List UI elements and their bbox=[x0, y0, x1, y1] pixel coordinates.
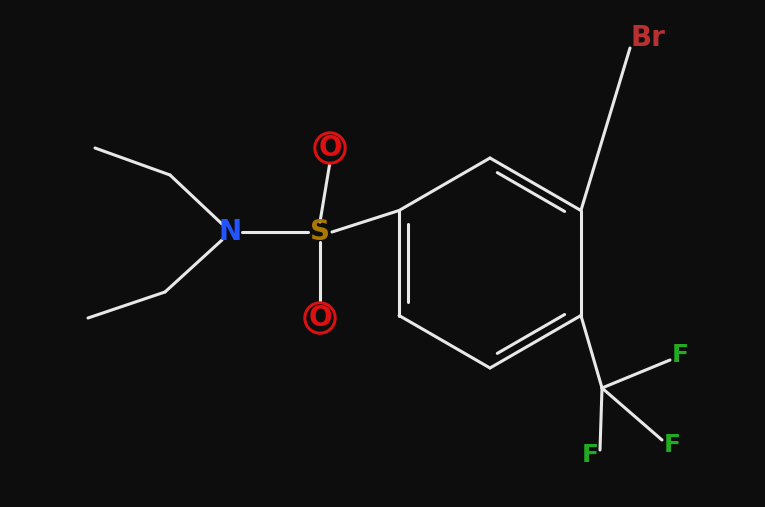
Text: F: F bbox=[672, 343, 688, 367]
Text: S: S bbox=[310, 218, 330, 246]
Text: F: F bbox=[663, 433, 681, 457]
Text: F: F bbox=[581, 443, 598, 467]
Circle shape bbox=[317, 135, 343, 161]
Text: O: O bbox=[318, 134, 342, 162]
Text: N: N bbox=[219, 218, 242, 246]
Circle shape bbox=[307, 305, 333, 331]
Text: Br: Br bbox=[630, 24, 666, 52]
Text: O: O bbox=[308, 304, 332, 332]
Circle shape bbox=[304, 302, 336, 334]
Circle shape bbox=[314, 132, 346, 164]
